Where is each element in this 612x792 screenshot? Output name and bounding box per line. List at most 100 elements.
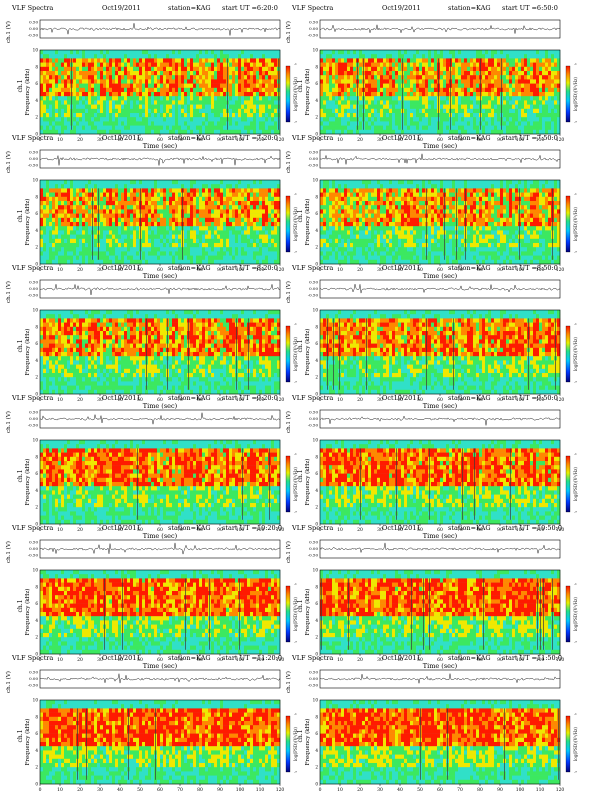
colorbar-tick: -7 [294,120,297,124]
spectrogram-ytick: 4 [315,358,318,363]
colorbar-label: log(PSD)(V²/Hz) [573,597,578,631]
spectrogram-ytick: 10 [33,48,39,53]
colorbar [566,456,570,512]
spectrogram-panel: VLF Spectra Oct19/2011 station=KAG start UT… [5,4,298,150]
x-tick-label: 100 [236,787,245,792]
waveform-tick: 0.00 [309,156,318,161]
colorbar-label: log(PSD)(V²/Hz) [573,77,578,111]
panel-title: VLF Spectra [291,654,333,662]
spectrogram-image [40,50,280,134]
spectrogram-ylabel: Frequency (kHz) [24,719,31,766]
waveform-tick: 0.50 [309,280,318,285]
waveform-tick: -0.50 [308,683,319,688]
panel-title: VLF Spectra [11,4,53,12]
spectrogram-ytick: 2 [315,765,318,770]
colorbar-tick: -1 [294,62,297,66]
spectrogram-ytick: 2 [35,635,38,640]
x-tick-label: 0 [319,787,322,792]
waveform-ylabel: ch.1 (V) [5,411,12,433]
x-tick-label: 10 [57,527,63,533]
waveform-trace [40,674,280,683]
colorbar-tick: -1 [294,192,297,196]
spectrogram-ytick: 6 [35,81,38,86]
panel-start-time: start UT =11:50:0 [502,654,562,662]
spectrogram-ytick: 4 [35,618,38,623]
waveform-tick: 0.00 [29,26,38,31]
colorbar-tick: -1 [574,582,577,586]
x-tick-label: 10 [337,267,343,273]
waveform-trace [40,413,280,425]
x-tick-label: 20 [357,657,363,663]
panel-station: station=KAG [448,264,491,272]
spectrogram-ytick: 0 [315,782,318,787]
waveform-ylabel: ch.1 (V) [285,151,292,173]
panel-date: Oct19/2011 [382,524,421,532]
spectrogram-ytick: 10 [33,308,39,313]
panel-title: VLF Spectra [291,524,333,532]
spectrogram-ytick: 2 [35,245,38,250]
waveform-frame [320,670,560,688]
spectrogram-ytick: 6 [35,471,38,476]
x-axis-label: Time (sec) [143,532,178,540]
x-tick-label: 10 [337,787,343,792]
spectrogram-panel: VLF Spectra Oct19/2011 station=KAG start UT… [285,524,578,670]
spectrogram-panel: VLF Spectra Oct19/2011 station=KAG start UT… [285,4,578,150]
x-axis-label: Time (sec) [423,142,458,150]
colorbar-tick: -1 [574,452,577,456]
spectrogram-ylabel: Frequency (kHz) [304,459,311,506]
spectrogram-ytick: 4 [315,228,318,233]
colorbar [286,456,290,512]
spectrogram-ytick: 2 [315,635,318,640]
waveform-tick: 0.00 [309,546,318,551]
x-tick-label: 20 [357,527,363,533]
spectrogram-ytick: 4 [315,618,318,623]
x-axis-label: Time (sec) [423,272,458,280]
spectrogram-ytick: 6 [35,341,38,346]
spectrogram-ylabel: Frequency (kHz) [304,329,311,376]
spectrogram-image [320,310,560,394]
spectrogram-panel: VLF Spectra Oct19/2011 station=KAG start UT… [285,654,578,792]
waveform-tick: 0.00 [29,676,38,681]
panel-station: station=KAG [168,134,211,142]
waveform-tick: -0.50 [308,163,319,168]
waveform-tick: 0.50 [29,410,38,415]
spectrogram-ytick: 10 [313,698,319,703]
x-tick-label: 30 [377,787,383,792]
x-tick-label: 10 [337,137,343,143]
x-tick-label: 110 [256,787,265,792]
x-axis-label: Time (sec) [143,402,178,410]
x-tick-label: 20 [77,527,83,533]
spectrogram-panel: VLF Spectra Oct19/2011 station=KAG start UT… [5,264,298,410]
spectrogram-channel-label: ch.1 [17,340,24,353]
colorbar-tick: -7 [574,510,577,514]
x-tick-label: 20 [77,397,83,403]
waveform-frame [320,20,560,38]
waveform-tick: -0.50 [28,683,39,688]
x-tick-label: 90 [497,787,503,792]
spectrogram-ytick: 2 [35,115,38,120]
waveform-ylabel: ch.1 (V) [5,671,12,693]
waveform-tick: 0.50 [29,150,38,155]
panel-start-time: start UT =9:20:0 [222,394,278,402]
colorbar [566,326,570,382]
spectrogram-image [320,570,560,654]
colorbar-label: log(PSD)(V²/Hz) [573,467,578,501]
spectrogram-ytick: 2 [315,115,318,120]
spectrogram-image [40,180,280,264]
panel-start-time: start UT =6:20:0 [222,4,278,12]
waveform-trace [320,154,560,165]
spectrogram-ytick: 4 [35,358,38,363]
waveform-tick: 0.50 [309,540,318,545]
spectrogram-ytick: 4 [35,228,38,233]
colorbar-tick: -7 [574,640,577,644]
x-axis-label: Time (sec) [423,402,458,410]
x-tick-label: 20 [357,267,363,273]
waveform-trace [320,543,560,553]
waveform-trace [320,416,560,425]
spectrogram-ytick: 6 [315,601,318,606]
waveform-tick: 0.00 [29,286,38,291]
waveform-ylabel: ch.1 (V) [285,541,292,563]
x-tick-label: 20 [77,657,83,663]
waveform-tick: 0.00 [29,546,38,551]
colorbar-label: log(PSD)(V²/Hz) [573,337,578,371]
